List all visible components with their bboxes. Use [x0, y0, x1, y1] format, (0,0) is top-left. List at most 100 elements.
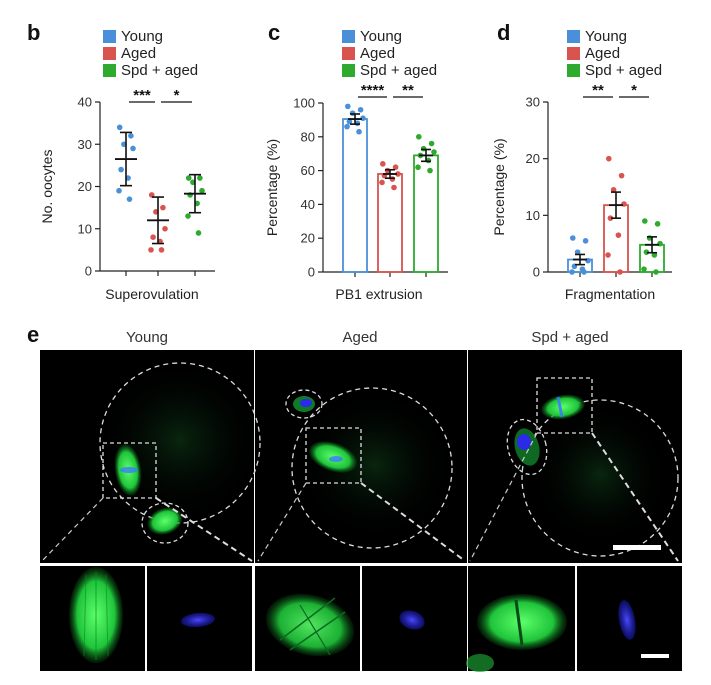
column-title-aged: Aged: [342, 329, 377, 346]
y-tick-label: 10: [526, 208, 540, 223]
legend-d: Young Aged Spd + aged: [567, 28, 662, 79]
y-tick-label: 20: [301, 231, 315, 246]
significance-label: *: [631, 82, 637, 99]
data-point: [158, 247, 165, 253]
y-tick-label: 0: [308, 265, 315, 280]
scale-bar: [613, 545, 661, 550]
zoom-line-right: [155, 497, 253, 562]
legend-label-aged: Aged: [121, 45, 156, 62]
data-point: [427, 167, 433, 174]
data-point: [581, 269, 587, 275]
y-axis-label: Percentage (%): [491, 138, 507, 235]
legend-swatch-young: [567, 30, 580, 43]
data-point: [569, 269, 575, 275]
spindle-fiber: [105, 574, 109, 657]
panel-c: c Young Aged Spd + aged 0 20 40 60 80 100 Perc…: [264, 20, 448, 302]
oocyte-outline: [521, 399, 679, 557]
data-point: [654, 221, 661, 227]
data-point: [185, 213, 191, 219]
y-tick-label: 10: [78, 221, 92, 236]
data-point: [582, 238, 589, 244]
legend-label-spd-aged: Spd + aged: [585, 62, 662, 79]
y-tick-label: 30: [78, 137, 92, 152]
cell-haze: [530, 405, 670, 545]
bar: [377, 173, 403, 273]
data-point: [642, 218, 648, 224]
polar-body: [147, 507, 183, 535]
y-tick-label: 20: [526, 151, 540, 166]
data-point: [197, 175, 203, 181]
legend-label-spd-aged: Spd + aged: [121, 62, 198, 79]
data-point: [618, 172, 625, 179]
spindle: [541, 394, 585, 420]
data-point: [116, 124, 123, 131]
zoom-box: [102, 442, 157, 499]
x-axis-label: PB1 extrusion: [335, 286, 422, 302]
data-point: [395, 171, 401, 177]
y-tick-label: 0: [85, 264, 92, 279]
y-tick-label: 30: [526, 95, 540, 110]
zoom-box: [305, 427, 362, 484]
data-point: [607, 215, 614, 221]
polar-body-chromosomes: [300, 399, 312, 407]
chromosomes: [120, 467, 138, 473]
chromosomes-zoom: [181, 612, 215, 628]
significance-label: ***: [133, 87, 151, 104]
spindle-fiber: [299, 604, 331, 656]
data-point: [615, 232, 622, 238]
legend-b: Young Aged Spd + aged: [103, 28, 198, 79]
panel-label-c: c: [268, 20, 280, 45]
legend-label-young: Young: [585, 28, 627, 45]
zoom-box: [536, 377, 593, 434]
significance-label: **: [592, 82, 604, 99]
legend-label-aged: Aged: [360, 45, 395, 62]
chromosomes: [556, 396, 564, 418]
data-point: [610, 187, 617, 193]
x-axis-label: Fragmentation: [565, 286, 655, 302]
legend-label-aged: Aged: [585, 45, 620, 62]
legend-c: Young Aged Spd + aged: [342, 28, 437, 79]
polar-body-outline: [506, 418, 548, 476]
column-title-young: Young: [126, 329, 168, 346]
zoom-line-right: [591, 432, 679, 562]
data-point: [195, 230, 202, 236]
data-point: [344, 123, 350, 130]
data-point: [148, 247, 154, 253]
oocyte-outline: [291, 387, 453, 549]
spindle-zoom: [265, 593, 355, 657]
micrograph-young-content: [41, 360, 265, 562]
polar-body-chromosomes: [517, 434, 531, 450]
data-point: [357, 106, 364, 113]
data-point: [606, 155, 612, 162]
data-point: [641, 266, 647, 272]
data-point: [185, 175, 192, 181]
legend-swatch-aged: [567, 47, 580, 60]
x-axis-label: Superovulation: [105, 286, 198, 302]
data-point: [574, 249, 581, 255]
data-point: [431, 149, 437, 155]
data-point: [160, 204, 166, 211]
data-point: [643, 249, 650, 255]
legend-swatch-spd-aged: [567, 64, 580, 77]
column-title-spd-aged: Spd + aged: [531, 329, 608, 346]
data-point: [128, 133, 134, 139]
data-point: [391, 184, 397, 191]
y-axis-label: No. oocytes: [39, 150, 55, 224]
data-point: [162, 225, 168, 232]
y-tick-label: 80: [301, 129, 315, 144]
chromosomes-zoom: [399, 610, 425, 630]
legend-label-young: Young: [360, 28, 402, 45]
data-point: [346, 118, 353, 125]
data-point: [653, 269, 659, 275]
legend-swatch-young: [342, 30, 355, 43]
data-point: [118, 166, 124, 173]
zoom-line-right: [360, 482, 466, 562]
data-point: [428, 140, 435, 147]
y-tick-label: 40: [78, 95, 92, 110]
spindle-fiber: [83, 574, 87, 657]
chromosomes-zoom: [618, 600, 636, 640]
data-point: [130, 145, 136, 152]
data-point: [356, 128, 362, 135]
data-point: [392, 164, 399, 171]
